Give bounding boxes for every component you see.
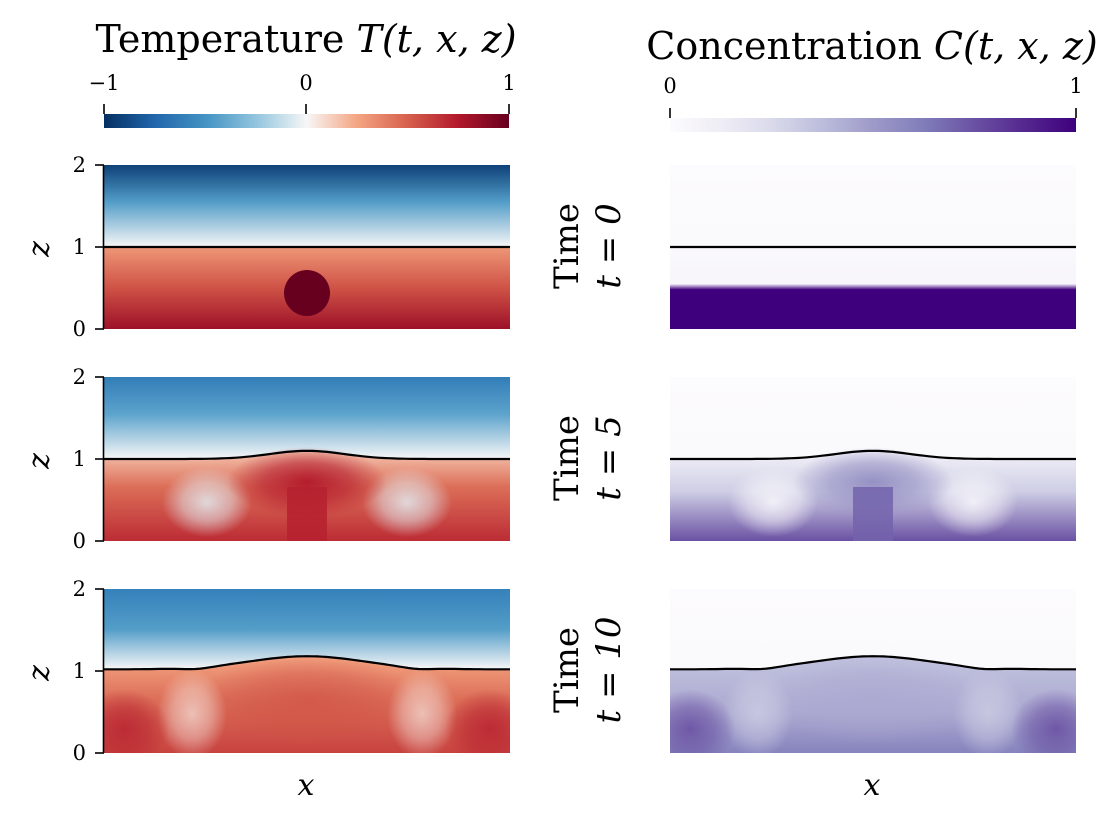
ylabel: z — [22, 453, 57, 470]
edge-right — [1011, 689, 1076, 753]
row-label-t10: Time t = 10 — [547, 616, 629, 723]
svg-text:Time: Time — [547, 627, 587, 713]
edge-left — [670, 689, 735, 753]
interface-line — [670, 449, 1076, 461]
colorbar-concentration — [670, 118, 1076, 132]
y-tick-label: 1 — [73, 235, 86, 259]
interface-line — [104, 655, 510, 671]
colorbar-temp-tick-mid: 0 — [299, 71, 312, 95]
svg-text:Time: Time — [547, 415, 587, 501]
concentration-panel-t5 — [670, 377, 1076, 541]
colorbar-temp-tick-max: 1 — [502, 71, 515, 95]
row-label-t0: Time t = 0 — [547, 203, 629, 289]
upper-layer — [104, 589, 510, 670]
swirl-right — [953, 669, 1023, 753]
y-tick-label: 2 — [73, 577, 86, 601]
hot-bubble — [284, 270, 330, 316]
colorbar-tick-marks — [103, 104, 1077, 118]
svg-text:t = 0: t = 0 — [589, 203, 629, 288]
upper-layer — [670, 589, 1076, 670]
lower-layer — [670, 247, 1076, 329]
colorbar-temp-tick-min: −1 — [89, 71, 120, 95]
row-label-t5: Time t = 5 — [547, 415, 629, 501]
y-tick-label: 1 — [73, 447, 86, 471]
plume-stem — [853, 487, 893, 541]
temperature-panel-t10 — [104, 589, 510, 753]
temperature-panel-t5 — [104, 377, 510, 541]
temperature-panel-t0 — [104, 165, 510, 329]
edge-right — [445, 689, 510, 753]
y-axis-t10: 0 1 2 z — [22, 577, 105, 765]
y-axes: 0 1 2 z 0 1 2 z 0 1 2 z — [22, 153, 105, 765]
interface-line — [670, 655, 1076, 671]
xlabel-concentration: x — [864, 768, 881, 803]
upper-layer — [670, 165, 1076, 247]
concentration-panel-t10 — [670, 589, 1076, 753]
y-tick-label: 0 — [73, 317, 86, 341]
svg-text:t = 5: t = 5 — [589, 415, 629, 500]
plume-cap — [227, 447, 387, 517]
swirl-right — [387, 669, 457, 753]
ylabel: z — [22, 665, 57, 682]
mixed-core — [197, 654, 417, 744]
colorbar-conc-tick-max: 1 — [1069, 74, 1082, 98]
y-axis-t5: 0 1 2 z — [22, 365, 105, 553]
edge-left — [104, 689, 169, 753]
concentration-panel-t0 — [670, 165, 1076, 329]
plume-stem — [287, 487, 327, 541]
upper-layer — [670, 377, 1076, 459]
mixed-core — [763, 654, 983, 744]
y-tick-label: 1 — [73, 659, 86, 683]
swirl-left — [157, 669, 227, 753]
y-tick-label: 2 — [73, 153, 86, 177]
y-axis-t0: 0 1 2 z — [22, 153, 105, 341]
panels — [104, 165, 1076, 753]
title-concentration: Concentration C(t, x, z) — [646, 24, 1097, 68]
title-temperature: Temperature T(t, x, z) — [95, 17, 516, 61]
svg-text:Time: Time — [547, 203, 587, 289]
xlabel-temperature: x — [298, 768, 315, 803]
ylabel: z — [22, 241, 57, 258]
y-tick-label: 0 — [73, 741, 86, 765]
upper-layer — [104, 377, 510, 459]
colorbar-conc-tick-min: 0 — [663, 74, 676, 98]
plume-cap — [793, 447, 953, 517]
y-tick-label: 0 — [73, 529, 86, 553]
y-tick-label: 2 — [73, 365, 86, 389]
colorbar-temperature — [104, 114, 509, 128]
svg-text:t = 10: t = 10 — [589, 616, 629, 723]
swirl-left — [723, 669, 793, 753]
interface-line — [104, 449, 510, 461]
upper-layer — [104, 165, 510, 247]
